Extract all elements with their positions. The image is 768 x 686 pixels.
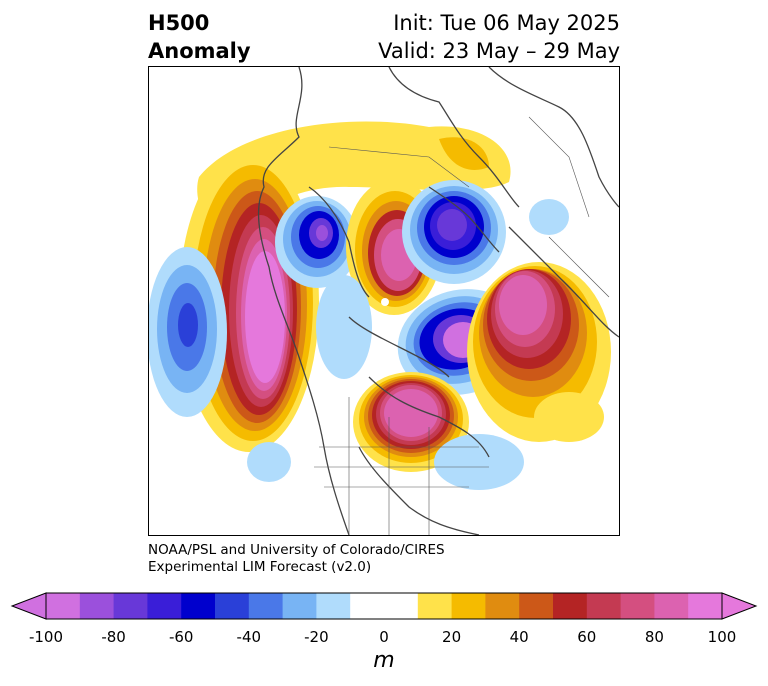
positive-anomaly-north-band — [197, 121, 511, 242]
map-title: H500 Anomaly — [148, 9, 251, 65]
colorbar — [10, 592, 758, 620]
trough-asia-east — [529, 199, 569, 235]
colorbar-tick-label: 0 — [379, 628, 389, 646]
colorbar-segment — [451, 593, 486, 619]
colorbar-segment — [620, 593, 655, 619]
trough-atlantic — [247, 442, 291, 482]
ridge-europe — [467, 262, 611, 442]
title-line-2: Anomaly — [148, 39, 251, 63]
anomaly-map — [148, 66, 620, 536]
pole-marker — [381, 298, 389, 306]
credit-line-1: NOAA/PSL and University of Colorado/CIRE… — [148, 542, 445, 558]
colorbar-segment — [417, 593, 453, 619]
colorbar-tick-label: 20 — [442, 628, 462, 646]
anomaly-contours — [149, 121, 611, 490]
positive-anomaly-north-band-core — [439, 137, 489, 170]
colorbar-tick-label: -60 — [168, 628, 194, 646]
colorbar-tick-label: 60 — [577, 628, 597, 646]
colorbar-tick-label: 80 — [644, 628, 664, 646]
ridge-subtropical — [534, 392, 604, 442]
colorbar-tick-label: -40 — [236, 628, 262, 646]
colorbar-segment — [147, 593, 182, 619]
colorbar-tick-label: -100 — [28, 628, 64, 646]
colorbar-segment — [215, 593, 250, 619]
credit-line-2: Experimental LIM Forecast (v2.0) — [148, 559, 372, 575]
colorbar-segment — [248, 593, 284, 619]
coastlines — [257, 67, 619, 535]
trough-central-asia — [434, 434, 524, 490]
valid-range: Valid: 23 May – 29 May — [378, 39, 620, 63]
colorbar-segment — [79, 593, 115, 619]
colorbar-segment — [113, 593, 148, 619]
colorbar-segment — [519, 593, 554, 619]
colorbar-segment — [316, 593, 351, 619]
colorbar-segment — [553, 593, 588, 619]
trough-greenland — [402, 180, 506, 284]
colorbar-tick-label: -20 — [304, 628, 329, 646]
colorbar-min-extend — [10, 592, 47, 620]
trough-pacific — [149, 247, 227, 417]
anomaly-map-canvas — [149, 67, 619, 535]
trough-north-pacific — [316, 275, 372, 379]
colorbar-segment — [485, 593, 520, 619]
title-line-1: H500 — [148, 11, 210, 35]
colorbar-tick-label: 100 — [707, 628, 737, 646]
colorbar-segment — [46, 593, 81, 619]
borders — [314, 116, 610, 535]
colorbar-max-extend — [721, 592, 758, 620]
ridge-siberia — [353, 372, 469, 472]
colorbar-segment — [282, 593, 317, 619]
colorbar-tick-label: 40 — [509, 628, 529, 646]
init-date: Init: Tue 06 May 2025 — [393, 11, 620, 35]
colorbar-segment — [654, 593, 689, 619]
colorbar-segment — [350, 593, 419, 619]
forecast-dates: Init: Tue 06 May 2025 Valid: 23 May – 29… — [378, 9, 620, 65]
colorbar-segment — [688, 593, 723, 619]
colorbar-segment — [181, 593, 216, 619]
colorbar-segments — [46, 593, 723, 619]
credit-text: NOAA/PSL and University of Colorado/CIRE… — [148, 542, 445, 576]
colorbar-units: m — [373, 648, 395, 673]
colorbar-outline — [45, 592, 723, 620]
colorbar-tick-label: -80 — [101, 628, 126, 646]
colorbar-segment — [586, 593, 622, 619]
